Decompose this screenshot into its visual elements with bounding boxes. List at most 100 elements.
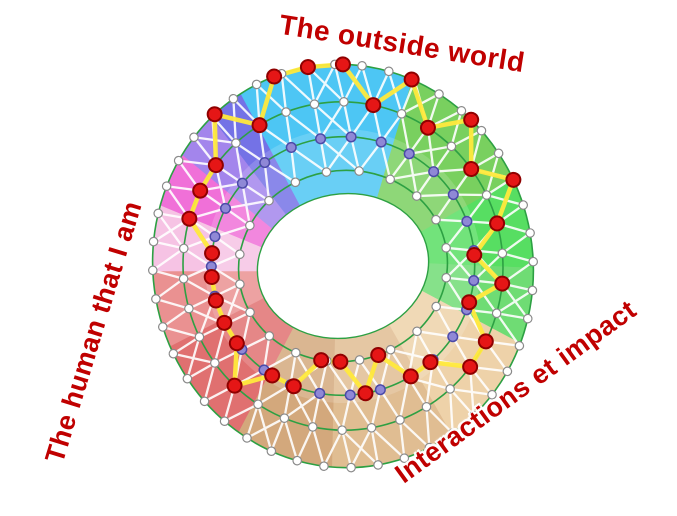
node-white bbox=[307, 422, 318, 432]
node-white bbox=[253, 399, 263, 410]
node-white bbox=[476, 125, 487, 136]
node-white bbox=[147, 265, 158, 276]
node-purple bbox=[447, 331, 459, 343]
node-white bbox=[514, 340, 525, 351]
node-white bbox=[321, 167, 332, 177]
node-red bbox=[357, 385, 374, 402]
node-white bbox=[412, 326, 422, 337]
node-purple bbox=[259, 157, 271, 169]
node-white bbox=[385, 174, 396, 185]
node-red bbox=[181, 210, 198, 227]
node-purple bbox=[219, 202, 232, 214]
node-red bbox=[466, 246, 483, 263]
node-white bbox=[446, 141, 457, 152]
node-white bbox=[373, 460, 383, 470]
node-white bbox=[339, 97, 349, 107]
node-purple bbox=[428, 166, 440, 178]
node-white bbox=[337, 425, 347, 435]
node-white bbox=[184, 303, 194, 314]
node-red bbox=[251, 117, 268, 134]
node-white bbox=[245, 307, 255, 318]
node-white bbox=[487, 389, 497, 400]
node-red bbox=[332, 353, 349, 370]
node-white bbox=[518, 200, 529, 210]
node-red bbox=[207, 292, 224, 309]
node-white bbox=[396, 109, 407, 119]
node-white bbox=[395, 415, 405, 425]
node-white bbox=[264, 331, 275, 341]
node-red bbox=[505, 171, 522, 188]
node-red bbox=[313, 352, 330, 369]
node-white bbox=[385, 344, 396, 355]
node-white bbox=[168, 348, 179, 359]
node-white bbox=[522, 313, 533, 324]
node-purple bbox=[209, 231, 221, 243]
node-white bbox=[441, 243, 451, 253]
node-white bbox=[281, 107, 291, 117]
node-red bbox=[203, 269, 220, 286]
node-purple bbox=[315, 133, 327, 145]
node-white bbox=[161, 181, 172, 192]
node-white bbox=[234, 249, 245, 260]
node-red bbox=[206, 106, 223, 123]
node-white bbox=[210, 358, 220, 368]
node-red bbox=[494, 275, 511, 292]
node-white bbox=[366, 423, 377, 433]
node-white bbox=[456, 105, 467, 116]
node-red bbox=[228, 335, 245, 352]
node-white bbox=[399, 453, 410, 464]
node-white bbox=[319, 461, 329, 471]
node-red bbox=[264, 367, 281, 384]
node-white bbox=[264, 195, 274, 206]
node-white bbox=[357, 61, 367, 71]
node-white bbox=[493, 148, 504, 159]
node-red bbox=[463, 111, 480, 128]
node-red bbox=[216, 314, 233, 331]
node-purple bbox=[374, 384, 386, 396]
node-white bbox=[525, 228, 535, 238]
node-red bbox=[461, 294, 478, 311]
node-white bbox=[527, 285, 538, 296]
wheel-group bbox=[147, 56, 539, 473]
node-white bbox=[346, 462, 356, 473]
node-red bbox=[266, 68, 283, 85]
node-red bbox=[403, 71, 420, 88]
node-white bbox=[290, 347, 301, 358]
node-purple bbox=[285, 141, 297, 154]
node-red bbox=[422, 354, 439, 371]
node-white bbox=[157, 322, 168, 332]
node-white bbox=[178, 273, 189, 284]
node-white bbox=[354, 166, 364, 176]
node-red bbox=[402, 368, 419, 385]
node-white bbox=[153, 208, 164, 219]
node-red bbox=[462, 358, 479, 375]
node-white bbox=[242, 433, 252, 443]
node-white bbox=[491, 308, 502, 319]
node-purple bbox=[461, 215, 473, 227]
node-white bbox=[497, 248, 508, 259]
node-white bbox=[219, 416, 230, 427]
node-white bbox=[424, 442, 435, 453]
node-purple bbox=[447, 189, 459, 201]
node-white bbox=[468, 410, 479, 421]
node-white bbox=[235, 279, 245, 289]
node-white bbox=[292, 455, 302, 466]
node-white bbox=[245, 220, 255, 231]
node-purple bbox=[345, 131, 357, 143]
node-white bbox=[445, 384, 455, 394]
node-white bbox=[279, 413, 290, 423]
node-white bbox=[173, 155, 184, 166]
node-white bbox=[481, 190, 492, 200]
node-white bbox=[290, 177, 301, 188]
node-white bbox=[354, 355, 365, 365]
node-red bbox=[489, 215, 506, 232]
node-purple bbox=[236, 177, 248, 189]
node-red bbox=[299, 59, 316, 76]
node-white bbox=[148, 236, 159, 247]
node-white bbox=[434, 89, 444, 99]
node-white bbox=[194, 332, 205, 342]
node-white bbox=[411, 191, 422, 201]
node-red bbox=[192, 182, 209, 199]
